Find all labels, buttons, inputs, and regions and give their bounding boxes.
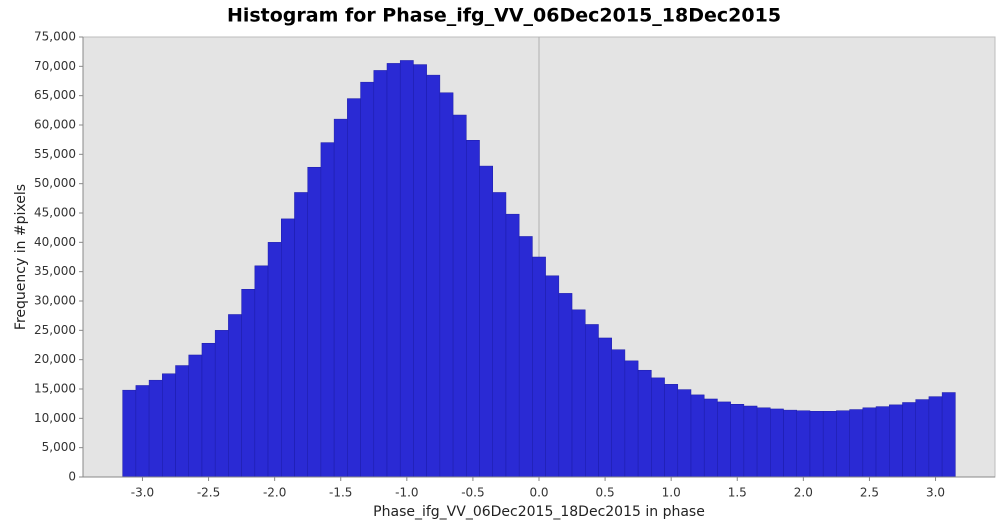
bar xyxy=(717,401,731,478)
x-axis-title: Phase_ifg_VV_06Dec2015_18Dec2015 in phas… xyxy=(373,504,705,520)
bar xyxy=(677,389,692,478)
bar xyxy=(505,213,520,478)
chart-title: Histogram for Phase_ifg_VV_06Dec2015_18D… xyxy=(227,5,781,27)
bar xyxy=(743,405,758,478)
bar xyxy=(241,289,256,478)
bar xyxy=(611,349,626,478)
bar xyxy=(664,384,679,478)
bar xyxy=(254,265,269,478)
bar xyxy=(492,192,507,478)
y-tick-label: 10,000 xyxy=(34,411,76,425)
bar xyxy=(307,166,322,478)
x-tick-label: -1.5 xyxy=(329,486,352,500)
y-tick-label: 40,000 xyxy=(34,235,76,249)
x-tick-label: 3.0 xyxy=(926,486,945,500)
bar xyxy=(822,411,837,478)
bar xyxy=(941,392,956,478)
bar xyxy=(598,337,612,478)
bar xyxy=(413,64,427,478)
y-tick-label: 60,000 xyxy=(34,118,76,132)
bar xyxy=(770,408,784,478)
bar xyxy=(571,309,586,478)
y-tick-label: 0 xyxy=(68,470,76,484)
bar xyxy=(651,377,665,478)
bar xyxy=(637,369,652,478)
bar xyxy=(928,396,943,478)
bar xyxy=(122,389,137,478)
bar xyxy=(862,407,877,478)
bar xyxy=(690,394,705,478)
bar xyxy=(545,275,560,478)
bar xyxy=(426,74,441,478)
x-tick-label: -0.5 xyxy=(461,486,484,500)
y-tick-label: 35,000 xyxy=(34,264,76,278)
bar xyxy=(703,398,718,478)
bar xyxy=(228,314,242,478)
y-tick-label: 20,000 xyxy=(34,352,76,366)
bar xyxy=(347,98,361,478)
bar xyxy=(849,409,864,478)
bar xyxy=(756,407,771,478)
y-tick-label: 30,000 xyxy=(34,294,76,308)
bar xyxy=(915,399,930,478)
y-tick-label: 25,000 xyxy=(34,323,76,337)
bar xyxy=(386,63,401,478)
bar xyxy=(360,81,375,478)
bar xyxy=(889,404,903,478)
y-tick-label: 5,000 xyxy=(42,440,76,454)
bar xyxy=(479,165,493,478)
y-axis-title: Frequency in #pixels xyxy=(13,184,29,330)
bar xyxy=(466,140,480,478)
y-tick-label: 55,000 xyxy=(34,147,76,161)
x-tick-label: 0.0 xyxy=(529,486,548,500)
bar xyxy=(439,92,454,478)
bar xyxy=(875,406,890,478)
bar xyxy=(373,70,388,478)
bar xyxy=(188,354,203,478)
bar xyxy=(333,118,348,478)
bar xyxy=(783,409,797,478)
x-tick-label: -2.5 xyxy=(197,486,220,500)
x-tick-label: -1.0 xyxy=(395,486,418,500)
bar xyxy=(399,60,414,478)
y-tick-label: 50,000 xyxy=(34,176,76,190)
bar xyxy=(558,293,573,478)
bar xyxy=(730,404,745,478)
bar xyxy=(201,342,216,478)
bar xyxy=(624,360,639,478)
bar xyxy=(214,330,229,478)
x-tick-label: 2.0 xyxy=(794,486,813,500)
bar xyxy=(532,256,546,478)
x-tick-label: 1.0 xyxy=(662,486,681,500)
x-tick-label: 0.5 xyxy=(596,486,615,500)
bar xyxy=(796,410,811,478)
x-tick-label: 2.5 xyxy=(860,486,879,500)
bar xyxy=(452,114,467,478)
bar xyxy=(135,385,150,478)
bar xyxy=(162,373,176,478)
bar xyxy=(320,142,335,478)
y-tick-label: 45,000 xyxy=(34,206,76,220)
bar xyxy=(175,365,189,478)
bar xyxy=(267,242,282,478)
bar xyxy=(148,379,163,478)
x-tick-label: 1.5 xyxy=(728,486,747,500)
y-tick-label: 15,000 xyxy=(34,382,76,396)
x-tick-label: -3.0 xyxy=(131,486,154,500)
bar xyxy=(518,236,533,478)
y-tick-label: 75,000 xyxy=(34,30,76,44)
bar xyxy=(902,402,916,478)
bar xyxy=(294,192,308,478)
bar xyxy=(585,324,599,478)
x-tick-label: -2.0 xyxy=(263,486,286,500)
y-tick-label: 70,000 xyxy=(34,59,76,73)
bar xyxy=(281,218,295,478)
bar xyxy=(809,411,824,478)
y-tick-label: 65,000 xyxy=(34,88,76,102)
bar xyxy=(836,410,850,478)
